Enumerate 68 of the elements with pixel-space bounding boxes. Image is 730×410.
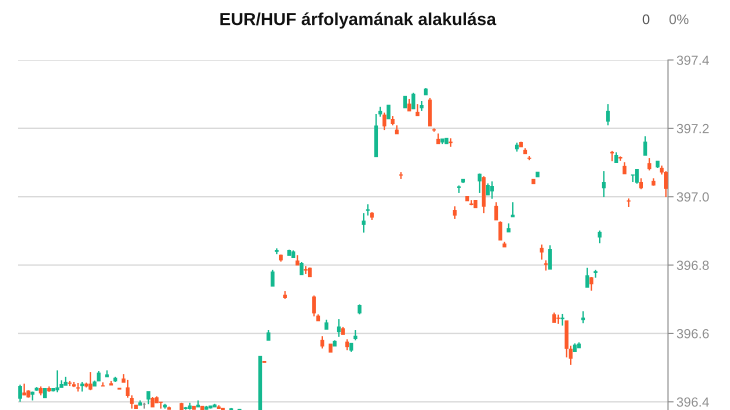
candlestick [416,103,420,116]
candlestick [581,310,586,324]
candlestick [639,178,643,190]
candlestick [96,370,101,382]
candlestick [80,381,84,392]
candlestick [494,201,498,221]
candlestick [556,314,560,325]
candlestick [407,98,412,112]
candlestick [362,212,366,234]
candlestick [390,115,395,126]
candlestick [498,220,502,241]
text: 0% [669,14,688,24]
candlestick [320,335,324,350]
candlestick [43,388,47,398]
candlestick [486,182,490,196]
candlestick [552,312,556,324]
candlestick [598,230,602,244]
candlestick [336,318,341,338]
candlestick [18,384,22,402]
candlestick [300,261,304,276]
candlestick [150,396,154,408]
candlestick [436,132,440,144]
candlestick [585,267,590,288]
candlestick [312,294,316,318]
y-tick-label: 396.8 [676,260,709,270]
candlestick [643,136,648,156]
candlestick [358,304,362,315]
candlestick [88,371,92,391]
candlestick [158,401,163,410]
candlestick [324,319,328,330]
candlestick [510,201,515,218]
candlestick [548,244,552,270]
candlestick [478,172,482,194]
candlestick [647,157,652,172]
y-tick-label: 397.4 [676,56,709,65]
candlestick [354,329,358,341]
candlestick [490,180,494,200]
candlestick [622,162,626,175]
y-tick-label: 396.4 [676,397,709,407]
candlestick [614,152,618,164]
candlestick [146,390,150,405]
candlestick [560,313,564,326]
candlestick [635,168,639,184]
candlestick [55,370,60,393]
candlestick [610,150,614,162]
candlestick [626,198,631,208]
candlestick [544,260,548,272]
candlestick [606,103,610,126]
chart-title: EUR/HUF árfolyamának alakulása [220,12,496,29]
candlestick [452,206,457,220]
y-tick-label: 397.2 [676,124,709,134]
candlestick [270,269,275,287]
candlestick [266,329,270,341]
candlestick [345,338,350,351]
candlestick [366,204,370,216]
candlestick [386,104,390,120]
candlestick [602,170,606,198]
candlestick [411,92,416,110]
candlestick [420,100,424,112]
candlestick [589,276,594,292]
candlestick [296,254,300,266]
candlestick [382,112,386,131]
candlestick [22,382,26,396]
y-tick-label: 397.0 [676,192,709,202]
candlestick [403,96,408,108]
candlestick [540,244,544,260]
text: 0 [642,14,650,24]
y-tick-label: 396.6 [676,329,709,338]
